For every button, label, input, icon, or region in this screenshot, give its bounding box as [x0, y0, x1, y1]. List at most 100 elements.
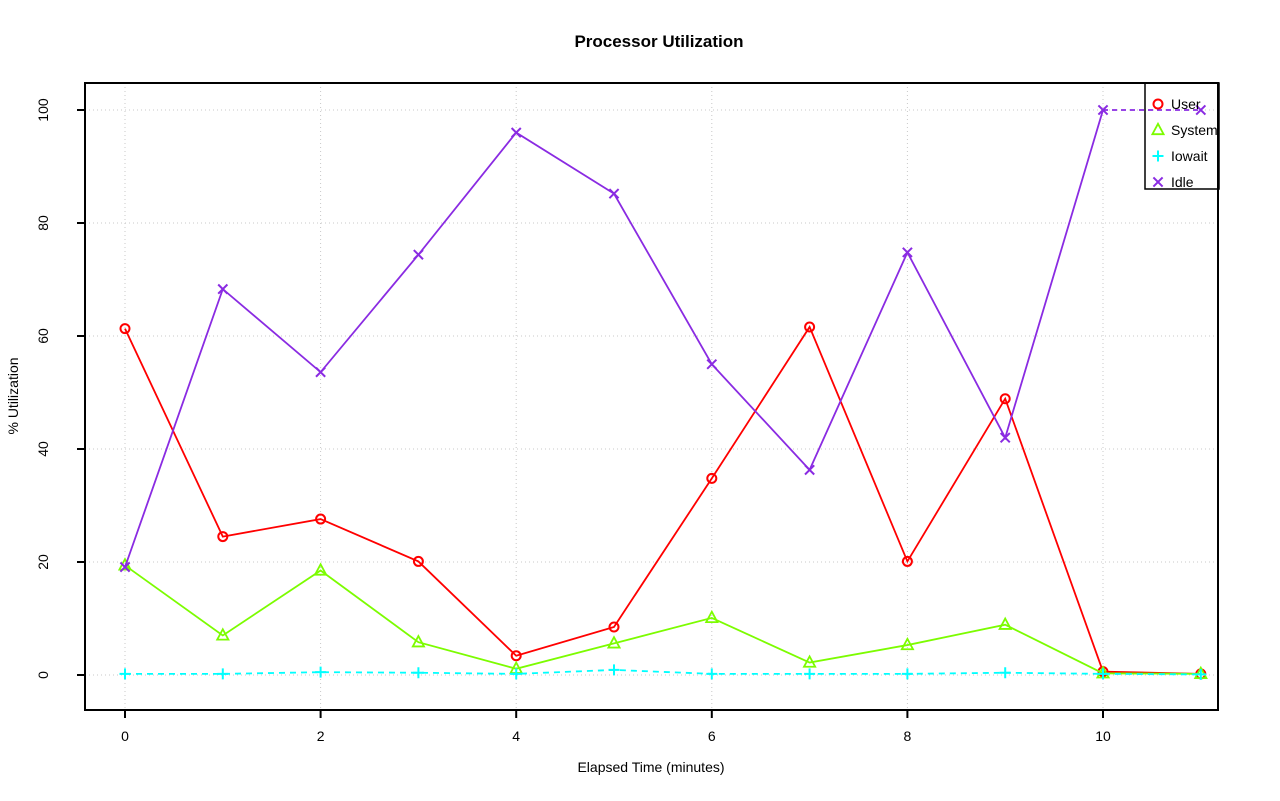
marker-idle [706, 358, 718, 370]
marker-system [215, 627, 230, 641]
marker-user [999, 393, 1011, 405]
marker-system [900, 636, 915, 651]
line-iowait [125, 669, 1201, 676]
legend-markers [1150, 98, 1166, 188]
legend-marker-system [1150, 121, 1166, 136]
marker-user [901, 555, 913, 567]
circle-marker [412, 555, 424, 567]
legend-marker-idle [1152, 176, 1164, 188]
marker-user [608, 621, 620, 633]
marker-system [802, 654, 817, 668]
marker-user [119, 323, 131, 335]
series-system [117, 557, 1208, 679]
triangle-marker [411, 634, 426, 648]
gridlines [85, 83, 1218, 710]
legend-marker-iowait [1152, 150, 1164, 162]
marker-iowait [608, 664, 620, 676]
legend: User System Iowait Idle [1144, 82, 1220, 190]
chart-title: Processor Utilization [574, 32, 743, 51]
circle-marker [1152, 98, 1164, 110]
legend-label-user: User [1171, 96, 1201, 112]
x-tick-label: 10 [1095, 728, 1111, 744]
plus-marker [804, 668, 816, 680]
x-tick-label: 2 [317, 728, 325, 744]
x-marker [413, 249, 424, 260]
legend-box [1144, 82, 1220, 190]
series-user [119, 321, 1207, 680]
plus-marker [1152, 150, 1164, 162]
plot-border [84, 82, 1219, 711]
marker-idle [510, 127, 522, 138]
circle-marker [217, 531, 229, 543]
circle-marker [510, 650, 522, 662]
marker-iowait [804, 668, 816, 680]
triangle-marker [900, 636, 915, 651]
marker-idle [1195, 104, 1207, 116]
marker-iowait [412, 667, 424, 679]
y-tick-label: 0 [35, 671, 51, 679]
x-marker [706, 358, 718, 370]
marker-idle [804, 464, 815, 476]
y-tick-label: 40 [35, 441, 51, 457]
marker-iowait [315, 666, 327, 678]
x-marker [1152, 176, 1164, 188]
plus-marker [119, 668, 131, 680]
marker-iowait [1195, 668, 1207, 680]
x-tick-label: 6 [708, 728, 716, 744]
marker-system [606, 635, 622, 649]
marker-user [217, 531, 229, 543]
marker-idle [119, 561, 131, 573]
plus-marker [217, 668, 229, 680]
plus-marker [412, 667, 424, 679]
marker-system [411, 634, 426, 648]
marker-idle [999, 432, 1011, 444]
circle-marker [901, 555, 913, 567]
x-tick-label: 4 [512, 728, 520, 744]
x-marker [999, 432, 1011, 444]
marker-idle [217, 283, 229, 295]
circle-marker [315, 513, 327, 525]
x-tick-label: 0 [121, 728, 129, 744]
triangle-marker [215, 627, 230, 641]
y-axis-label: % Utilization [5, 357, 21, 434]
y-tick-label: 80 [35, 215, 51, 231]
circle-marker [706, 472, 718, 484]
x-marker [608, 188, 620, 199]
y-tick-label: 100 [35, 98, 51, 122]
plus-marker [999, 667, 1011, 679]
circle-marker [999, 393, 1011, 405]
marker-system [704, 609, 719, 624]
plus-marker [315, 666, 327, 678]
x-tick-label: 8 [904, 728, 912, 744]
x-marker [1195, 104, 1207, 116]
marker-user [706, 472, 718, 484]
circle-marker [119, 323, 131, 335]
marker-iowait [510, 668, 522, 680]
marker-user [804, 321, 816, 333]
triangle-marker [606, 635, 622, 649]
marker-iowait [119, 668, 131, 680]
marker-idle [608, 188, 620, 199]
marker-iowait [706, 668, 718, 680]
marker-user [510, 650, 522, 662]
marker-system [998, 616, 1013, 630]
marker-user [412, 555, 424, 567]
marker-idle [315, 366, 326, 378]
marker-iowait [217, 668, 229, 680]
x-marker [902, 247, 913, 258]
x-marker [510, 127, 522, 138]
marker-idle [1097, 104, 1109, 116]
x-marker [119, 561, 131, 573]
line-system [124, 564, 1201, 675]
x-marker [804, 464, 815, 476]
marker-user [315, 513, 327, 525]
series-iowait [119, 664, 1207, 680]
legend-label-idle: Idle [1171, 174, 1194, 190]
circle-marker [608, 621, 620, 633]
x-marker [217, 283, 229, 295]
marker-iowait [1097, 668, 1109, 680]
data-series [117, 104, 1208, 680]
triangle-marker [998, 616, 1013, 630]
